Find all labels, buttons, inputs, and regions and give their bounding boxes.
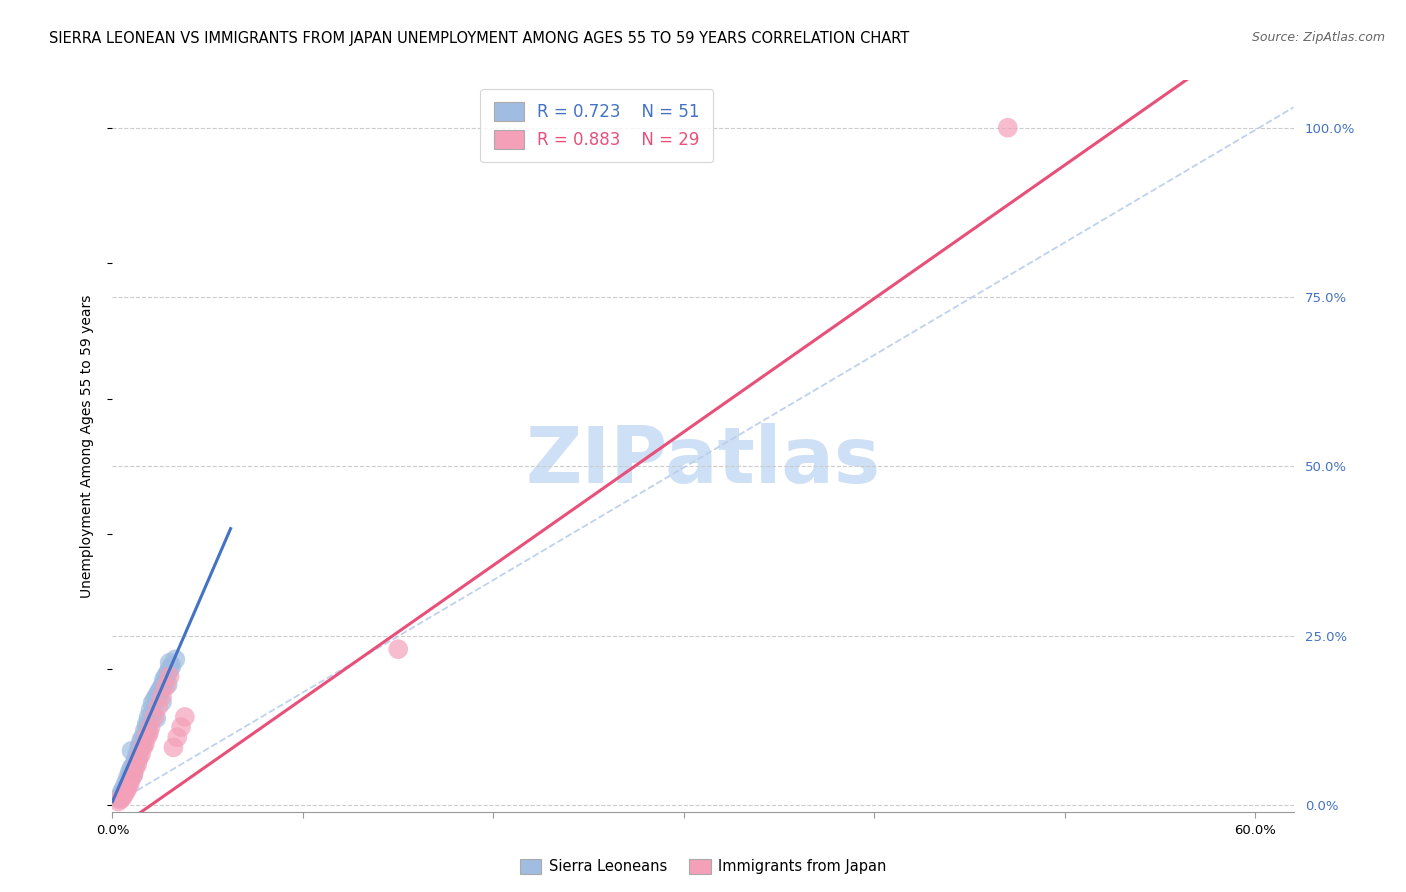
Point bbox=[149, 682, 172, 697]
Point bbox=[143, 710, 166, 724]
Y-axis label: Unemployment Among Ages 55 to 59 years: Unemployment Among Ages 55 to 59 years bbox=[80, 294, 94, 598]
Point bbox=[132, 740, 155, 755]
Point bbox=[124, 761, 146, 775]
Point bbox=[122, 758, 145, 772]
Point bbox=[155, 669, 177, 683]
Point bbox=[166, 730, 188, 744]
Point bbox=[118, 765, 141, 780]
Point bbox=[111, 791, 134, 805]
Point bbox=[139, 703, 162, 717]
Point bbox=[145, 690, 167, 704]
Point bbox=[156, 677, 179, 691]
Point bbox=[122, 767, 145, 781]
Point bbox=[162, 740, 184, 755]
Legend: R = 0.723    N = 51, R = 0.883    N = 29: R = 0.723 N = 51, R = 0.883 N = 29 bbox=[481, 88, 713, 162]
Point bbox=[156, 665, 179, 680]
Point bbox=[159, 663, 181, 677]
Point bbox=[135, 716, 157, 731]
Point bbox=[117, 780, 139, 795]
Point bbox=[107, 791, 129, 805]
Point bbox=[134, 723, 156, 738]
Point bbox=[121, 744, 143, 758]
Point bbox=[108, 789, 131, 804]
Text: SIERRA LEONEAN VS IMMIGRANTS FROM JAPAN UNEMPLOYMENT AMONG AGES 55 TO 59 YEARS C: SIERRA LEONEAN VS IMMIGRANTS FROM JAPAN … bbox=[49, 31, 910, 46]
Point bbox=[118, 778, 141, 792]
Point bbox=[134, 737, 156, 751]
Point bbox=[127, 757, 149, 772]
Point bbox=[141, 697, 163, 711]
Point bbox=[128, 750, 150, 764]
Point bbox=[124, 754, 146, 768]
Point bbox=[114, 780, 136, 795]
Point bbox=[111, 788, 134, 802]
Point bbox=[121, 761, 143, 775]
Point bbox=[143, 693, 166, 707]
Point bbox=[129, 733, 152, 747]
Point bbox=[112, 788, 135, 802]
Point bbox=[145, 711, 167, 725]
Point bbox=[112, 780, 135, 795]
Point bbox=[159, 669, 181, 683]
Point bbox=[141, 706, 163, 721]
Point bbox=[128, 740, 150, 755]
Point bbox=[135, 730, 157, 744]
Point bbox=[124, 757, 146, 772]
Point bbox=[132, 739, 155, 753]
Point bbox=[117, 771, 139, 785]
Point bbox=[127, 750, 149, 764]
Point bbox=[114, 784, 136, 798]
Point bbox=[150, 680, 173, 694]
Point bbox=[138, 724, 160, 739]
Text: Source: ZipAtlas.com: Source: ZipAtlas.com bbox=[1251, 31, 1385, 45]
Point bbox=[165, 652, 187, 666]
Point bbox=[155, 680, 177, 694]
Point bbox=[153, 676, 176, 690]
Point bbox=[387, 642, 409, 657]
Point bbox=[122, 767, 145, 781]
Point bbox=[127, 747, 149, 761]
Point bbox=[148, 690, 170, 704]
Point bbox=[997, 120, 1019, 135]
Point bbox=[139, 720, 162, 734]
Legend: Sierra Leoneans, Immigrants from Japan: Sierra Leoneans, Immigrants from Japan bbox=[513, 853, 893, 880]
Point bbox=[121, 764, 143, 778]
Point bbox=[108, 792, 131, 806]
Point bbox=[160, 659, 183, 673]
Point bbox=[159, 656, 181, 670]
Point bbox=[153, 673, 176, 687]
Point bbox=[114, 776, 136, 790]
Point bbox=[173, 710, 195, 724]
Point bbox=[121, 771, 143, 785]
Point bbox=[148, 699, 170, 714]
Point bbox=[111, 784, 134, 798]
Point bbox=[129, 747, 152, 761]
Point bbox=[112, 784, 135, 798]
Point bbox=[170, 720, 193, 734]
Point bbox=[132, 730, 155, 744]
Point bbox=[150, 690, 173, 704]
Point bbox=[107, 795, 129, 809]
Point bbox=[135, 720, 157, 734]
Point bbox=[148, 686, 170, 700]
Point bbox=[138, 710, 160, 724]
Point bbox=[129, 737, 152, 751]
Point bbox=[138, 727, 160, 741]
Text: ZIPatlas: ZIPatlas bbox=[526, 423, 880, 499]
Point bbox=[150, 695, 173, 709]
Point bbox=[118, 774, 141, 789]
Point bbox=[117, 778, 139, 792]
